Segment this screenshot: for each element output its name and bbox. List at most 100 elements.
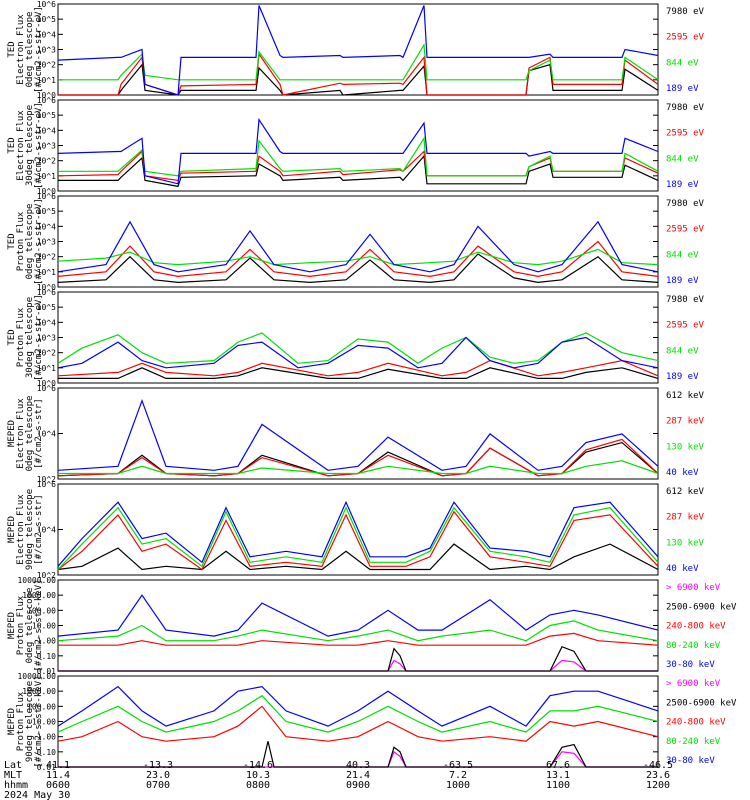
legend-entry: 130 keV <box>666 442 705 452</box>
series-line-4 <box>57 5 659 96</box>
y-tick-label: 10^5 <box>37 303 56 312</box>
series-line-1 <box>58 63 659 96</box>
y-tick-label: 10^6 <box>37 480 56 489</box>
y-axis-label-line: Proton Flux <box>16 691 26 751</box>
y-axis-label-line: TED <box>7 41 17 57</box>
y-tick-label: 10^6 <box>37 384 56 393</box>
y-tick-label: 10^4 <box>37 318 56 327</box>
y-tick-label: 10^3 <box>37 142 56 151</box>
x-tick-label-mlt: 23.6 <box>646 770 670 781</box>
legend-entry: 189 eV <box>666 180 699 190</box>
legend-entry: 844 eV <box>666 250 699 260</box>
y-axis-label-line: 90deg telescope <box>25 489 35 570</box>
y-axis-label-line: 30deg telescope <box>25 105 35 186</box>
y-axis-label-line: Electron Flux <box>16 14 26 85</box>
panel-frame <box>57 579 659 672</box>
y-axis-label-line: 0deg telescope <box>25 12 35 88</box>
x-tick-label-lat: -13.3 <box>143 760 173 771</box>
series-line-2 <box>57 510 659 571</box>
series-line-2 <box>58 52 659 96</box>
legend-entry: 189 eV <box>666 84 699 94</box>
y-tick-label: 10000.00 <box>17 672 56 681</box>
x-tick-label-mlt: 11.4 <box>46 770 70 781</box>
y-axis-label-line: Electron Flux <box>16 398 26 469</box>
series-line-3 <box>58 632 659 646</box>
y-axis-label-line: [#/cm2-s-str] <box>34 494 44 564</box>
series-line-5 <box>57 594 659 637</box>
panel-frame <box>57 387 659 480</box>
y-tick-label: 10^2 <box>37 157 56 166</box>
legend-entry: 80-240 keV <box>666 737 721 747</box>
y-axis-label: MEPEDProton Flux90deg telescope[#/cm2-s-… <box>7 675 44 767</box>
y-tick-label: 10^2 <box>37 253 56 262</box>
y-axis-label-line: [#/cm2-s-str] <box>34 398 44 468</box>
y-axis-label-line: [#/cm2-s-str-keV] <box>34 579 44 671</box>
legend-entry: 2595 eV <box>666 321 705 331</box>
y-axis-label-line: [#/cm2-s-str-eV] <box>34 6 44 93</box>
y-tick-label: 10^0 <box>37 283 56 292</box>
legend-entry: 844 eV <box>666 58 699 68</box>
y-axis-label: TEDProton Flux0deg telescope[#/cm2-s-str… <box>7 198 44 285</box>
legend-entry: 287 keV <box>666 513 705 523</box>
y-tick-label: 0.10 <box>37 748 56 757</box>
y-tick-label: 10^3 <box>37 238 56 247</box>
panel-5: 10^2 10^4 10^6 MEPEDElectron Flux0deg teles… <box>7 384 705 484</box>
x-tick-label-lat: -14.6 <box>243 760 273 771</box>
legend-entry: 612 keV <box>666 391 705 401</box>
panel-8: 0.010.101.0010.00100.001000.0010000.00ME… <box>7 672 737 772</box>
series-line-3 <box>57 705 659 742</box>
y-axis-label-line: 0deg telescope <box>25 204 35 280</box>
y-axis-label-line: TED <box>7 137 17 153</box>
y-axis-label: MEPEDElectron Flux90deg telescope[#/cm2-… <box>7 489 44 570</box>
y-axis-label: TEDElectron Flux30deg telescope[#/cm2-s-… <box>7 102 44 189</box>
series-line-1 <box>58 659 658 672</box>
y-tick-label: 10^2 <box>37 571 56 580</box>
y-tick-label: 10^2 <box>37 349 56 358</box>
x-tick-label-hhmm: 0700 <box>146 780 170 791</box>
legend-entry: 189 eV <box>666 372 699 382</box>
y-axis-label-line: Proton Flux <box>16 211 26 271</box>
x-tick-label-mlt: 21.4 <box>346 770 370 781</box>
panel-1: 10^010^110^210^310^410^510^6TEDElectron … <box>7 0 705 100</box>
y-axis-label-line: [#/cm2-s-str-eV] <box>34 294 44 381</box>
legend-entry: 30-80 keV <box>666 756 715 766</box>
legend-entry: 2595 eV <box>666 225 705 235</box>
x-tick-label-lat: 41.1 <box>46 760 70 771</box>
legend-entry: 844 eV <box>666 154 699 164</box>
x-tick-label-hhmm: 0900 <box>346 780 370 791</box>
y-tick-label: 10^1 <box>37 364 56 373</box>
legend-entry: 30-80 keV <box>666 660 715 670</box>
y-tick-label: 10^2 <box>37 475 56 484</box>
y-tick-label: 10^6 <box>37 192 56 201</box>
y-tick-label: 1.00 <box>37 637 56 646</box>
chart-date: 2024 May 30 <box>4 790 70 800</box>
series-line-2 <box>58 645 658 672</box>
y-axis-label-line: [#/cm2-s-str-eV] <box>34 102 44 189</box>
legend-entry: 7980 eV <box>666 7 705 17</box>
x-tick-label-mlt: 13.1 <box>546 770 570 781</box>
y-tick-label: 10^0 <box>37 91 56 100</box>
x-row-label-mlt: MLT <box>4 770 22 781</box>
y-tick-label: 1000.00 <box>22 687 56 696</box>
legend-entry: 2595 eV <box>666 33 705 43</box>
legend-entry: 2595 eV <box>666 129 705 139</box>
panel-frame <box>57 291 659 384</box>
legend-entry: 2500-6900 keV <box>666 698 737 708</box>
y-tick-label: 10^0 <box>37 379 56 388</box>
legend-entry: > 6900 keV <box>666 583 721 593</box>
y-tick-label: 10^4 <box>37 430 56 439</box>
y-tick-label: 10^2 <box>37 61 56 70</box>
series-line-1 <box>57 441 659 477</box>
y-tick-label: 10.00 <box>32 622 56 631</box>
y-tick-label: 100.00 <box>27 702 56 711</box>
y-axis-label-line: MEPED <box>7 708 17 735</box>
panel-2: 10^010^110^210^310^410^510^6TEDElectron … <box>7 96 705 196</box>
legend-entry: 240-800 keV <box>666 622 726 632</box>
y-tick-label: 10^3 <box>37 334 56 343</box>
legend-entry: 2500-6900 keV <box>666 602 737 612</box>
x-row-label-lat: Lat <box>4 760 22 771</box>
y-tick-label: 0.01 <box>37 667 56 676</box>
panel-frame <box>57 3 659 96</box>
